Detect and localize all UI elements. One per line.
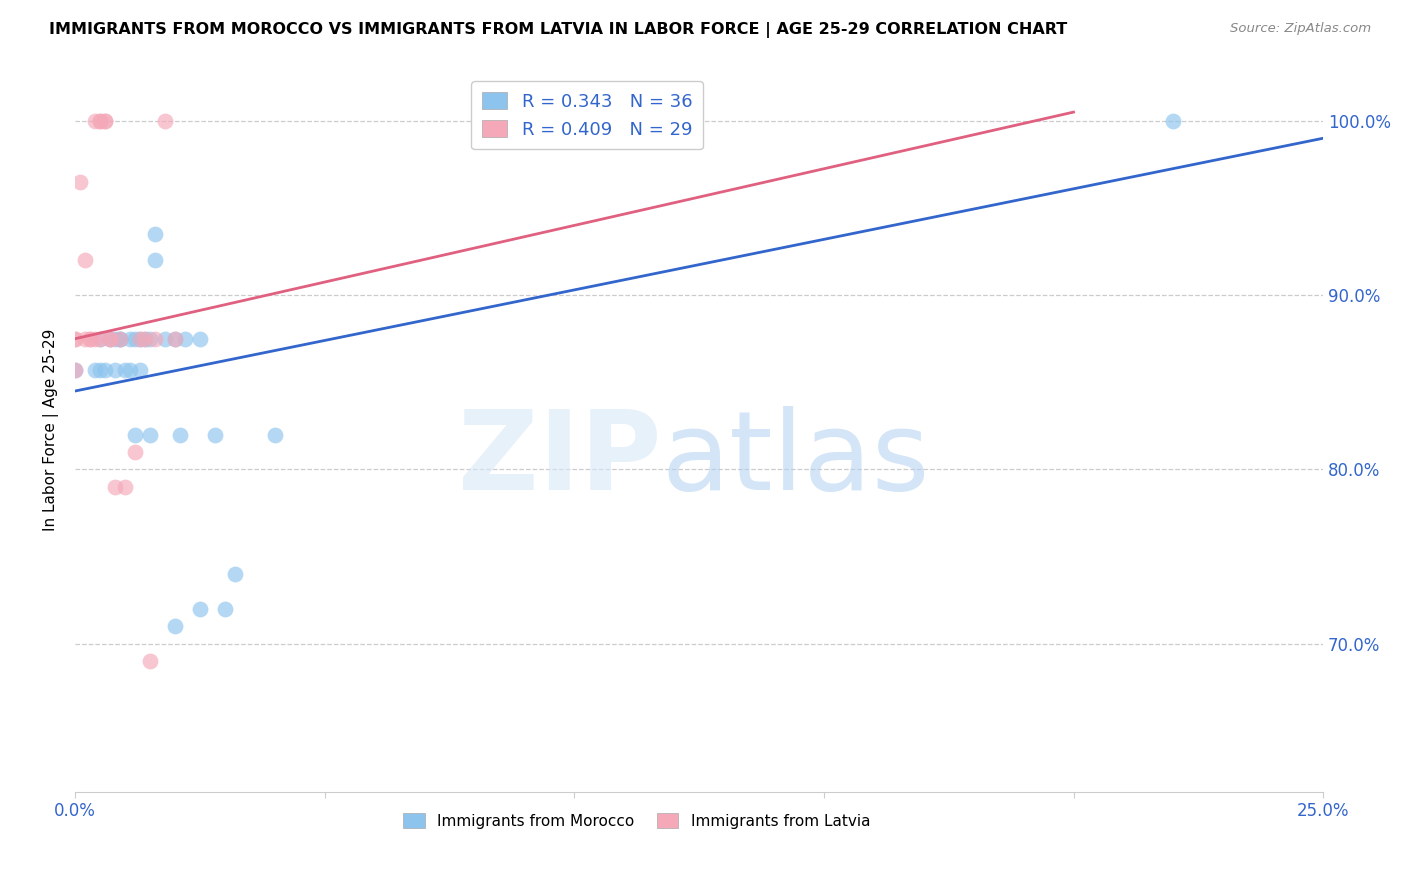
Text: IMMIGRANTS FROM MOROCCO VS IMMIGRANTS FROM LATVIA IN LABOR FORCE | AGE 25-29 COR: IMMIGRANTS FROM MOROCCO VS IMMIGRANTS FR… — [49, 22, 1067, 38]
Point — [124, 427, 146, 442]
Point — [108, 332, 131, 346]
Point — [89, 113, 111, 128]
Point — [188, 602, 211, 616]
Point — [143, 253, 166, 268]
Point — [84, 113, 107, 128]
Point — [124, 332, 146, 346]
Point — [69, 175, 91, 189]
Point — [84, 332, 107, 346]
Point — [134, 332, 156, 346]
Point — [79, 332, 101, 346]
Point — [143, 332, 166, 346]
Point — [63, 332, 86, 346]
Point — [75, 253, 97, 268]
Point — [134, 332, 156, 346]
Point — [163, 332, 186, 346]
Point — [104, 332, 127, 346]
Point — [204, 427, 226, 442]
Point — [104, 363, 127, 377]
Point — [98, 332, 121, 346]
Text: Source: ZipAtlas.com: Source: ZipAtlas.com — [1230, 22, 1371, 36]
Point — [108, 332, 131, 346]
Point — [188, 332, 211, 346]
Point — [1163, 113, 1185, 128]
Point — [224, 567, 246, 582]
Point — [79, 332, 101, 346]
Point — [139, 654, 162, 668]
Point — [63, 363, 86, 377]
Point — [75, 332, 97, 346]
Point — [153, 113, 176, 128]
Y-axis label: In Labor Force | Age 25-29: In Labor Force | Age 25-29 — [44, 329, 59, 532]
Point — [114, 480, 136, 494]
Point — [108, 332, 131, 346]
Point — [214, 602, 236, 616]
Point — [89, 113, 111, 128]
Text: atlas: atlas — [662, 406, 931, 513]
Text: ZIP: ZIP — [458, 406, 662, 513]
Point — [129, 332, 152, 346]
Point — [94, 113, 117, 128]
Point — [84, 363, 107, 377]
Point — [169, 427, 191, 442]
Point — [124, 445, 146, 459]
Point — [94, 363, 117, 377]
Point — [89, 332, 111, 346]
Point — [129, 332, 152, 346]
Point — [143, 227, 166, 241]
Point — [89, 332, 111, 346]
Point — [174, 332, 197, 346]
Point — [63, 363, 86, 377]
Legend: Immigrants from Morocco, Immigrants from Latvia: Immigrants from Morocco, Immigrants from… — [396, 807, 876, 835]
Point — [139, 427, 162, 442]
Point — [139, 332, 162, 346]
Point — [163, 332, 186, 346]
Point — [104, 480, 127, 494]
Point — [114, 363, 136, 377]
Point — [129, 363, 152, 377]
Point — [63, 332, 86, 346]
Point — [94, 113, 117, 128]
Point — [118, 332, 141, 346]
Point — [98, 332, 121, 346]
Point — [163, 619, 186, 633]
Point — [98, 332, 121, 346]
Point — [118, 363, 141, 377]
Point — [89, 363, 111, 377]
Point — [263, 427, 285, 442]
Point — [153, 332, 176, 346]
